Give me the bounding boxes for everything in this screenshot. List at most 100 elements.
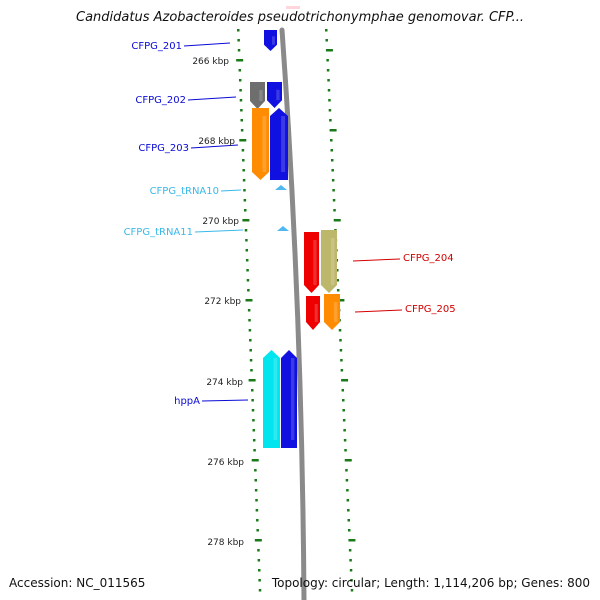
tick-mark-right [345, 469, 348, 472]
tick-mark-left [250, 369, 253, 372]
tick-mark-right [326, 59, 329, 62]
gene-hppa-shade [290, 358, 295, 440]
tick-mark-right [331, 169, 334, 172]
gene-label-hppa[interactable]: hppA [174, 396, 200, 407]
tick-mark-left [248, 319, 251, 322]
gene-hppa [281, 350, 297, 448]
tick-mark-right [350, 589, 354, 592]
tick-mark-left [245, 239, 248, 242]
kbp-label: 278 kbp [207, 538, 244, 548]
tick-mark-left [254, 479, 257, 482]
tick-mark-left [254, 489, 258, 492]
tick-mark-left [257, 569, 261, 572]
map-title: Candidatus Azobacteroides pseudotrichony… [76, 10, 524, 25]
gene-label-cfpg-203[interactable]: CFPG_203 [138, 143, 189, 154]
leader-cfpg-trna10 [220, 189, 242, 192]
tick-mark-right [348, 539, 356, 542]
gene-hppa-cyan-shade [273, 358, 278, 440]
tick-mark-left [243, 199, 247, 202]
tick-mark-left [245, 299, 253, 302]
kbp-label: 274 kbp [206, 378, 243, 388]
tick-mark-left [244, 229, 248, 232]
tick-mark-left [240, 109, 243, 112]
tick-mark-left [247, 309, 251, 312]
tick-mark-left [252, 419, 255, 422]
tick-mark-right [329, 129, 337, 132]
kbp-label: 272 kbp [204, 297, 241, 307]
gene-cfpg-203-shade [281, 116, 286, 172]
gene-cfpg-203-orange-shade [262, 116, 267, 172]
top-marker [286, 6, 300, 9]
tick-mark-left [242, 179, 246, 182]
kbp-label: 266 kbp [192, 57, 229, 67]
tick-mark-left [251, 399, 254, 402]
leader-hppa [201, 399, 249, 402]
gene-label-cfpg-205[interactable]: CFPG_205 [405, 304, 456, 315]
tick-mark-left [258, 579, 261, 582]
tick-mark-left [238, 79, 242, 82]
tick-mark-right [329, 119, 332, 122]
tick-mark-right [332, 189, 335, 192]
tick-mark-left [255, 509, 259, 512]
gene-label-cfpg-204[interactable]: CFPG_204 [403, 253, 454, 264]
tick-mark-right [337, 299, 345, 302]
tick-mark-left [250, 389, 254, 392]
tick-mark-left [242, 159, 245, 162]
tick-mark-right [325, 29, 328, 32]
tick-mark-right [343, 429, 346, 432]
tick-mark-left [243, 189, 246, 192]
tick-mark-right [344, 449, 347, 452]
tick-mark-left [258, 589, 262, 592]
tick-mark-left [239, 99, 243, 102]
tick-mark-right [346, 489, 349, 492]
gene-features [250, 30, 340, 448]
gene-cfpg-205 [306, 296, 320, 330]
gene-label-cfpg-trna11[interactable]: CFPG_tRNA11 [124, 227, 193, 238]
gene-cfpg-205-orange-shade [333, 302, 338, 322]
label-leader-lines [183, 42, 403, 402]
tick-mark-right [336, 269, 339, 272]
gene-label-cfpg-202[interactable]: CFPG_202 [135, 95, 186, 106]
tick-mark-right [340, 359, 343, 362]
tick-mark-right [328, 99, 331, 102]
tick-mark-left [249, 339, 252, 342]
genome-backbone [279, 27, 307, 600]
gene-cfpg-205-orange [324, 294, 340, 330]
tick-mark-left [237, 29, 240, 32]
tick-mark-right [342, 419, 346, 422]
gene-label-cfpg-201[interactable]: CFPG_201 [131, 41, 182, 52]
leader-cfpg-203 [190, 144, 239, 149]
tick-mark-right [336, 279, 339, 282]
tick-mark-right [330, 149, 334, 152]
tick-mark-left [239, 89, 242, 92]
tick-mark-left [254, 539, 262, 542]
tick-mark-right [339, 349, 343, 352]
tick-mark-left [248, 329, 252, 332]
gene-label-cfpg-trna10[interactable]: CFPG_tRNA10 [150, 186, 219, 197]
tick-mark-right [341, 379, 349, 382]
gene-cfpg-204-khaki [321, 230, 337, 293]
tick-mark-right [344, 459, 352, 462]
tick-mark-right [347, 519, 351, 522]
gene-cfpg-204-khaki-shade [330, 238, 335, 285]
tick-mark-left [236, 59, 244, 62]
tick-mark-left [240, 119, 243, 122]
tick-mark-right [328, 109, 332, 112]
tick-mark-left [249, 349, 252, 352]
tick-mark-right [347, 509, 350, 512]
leader-cfpg-204 [352, 258, 401, 262]
gene-cfpg-201 [264, 30, 277, 51]
tick-mark-right [333, 209, 336, 212]
leader-cfpg-201 [183, 42, 231, 47]
tick-mark-right [332, 199, 336, 202]
tick-mark-left [255, 499, 258, 502]
tick-mark-left [252, 429, 256, 432]
tick-mark-right [349, 559, 352, 562]
tick-mark-right [343, 439, 347, 442]
tick-mark-right [331, 179, 335, 182]
tick-mark-left [240, 129, 244, 132]
tick-mark-left [253, 449, 256, 452]
tick-mark-left [257, 549, 260, 552]
gene-cfpg-202-gray [250, 82, 265, 109]
